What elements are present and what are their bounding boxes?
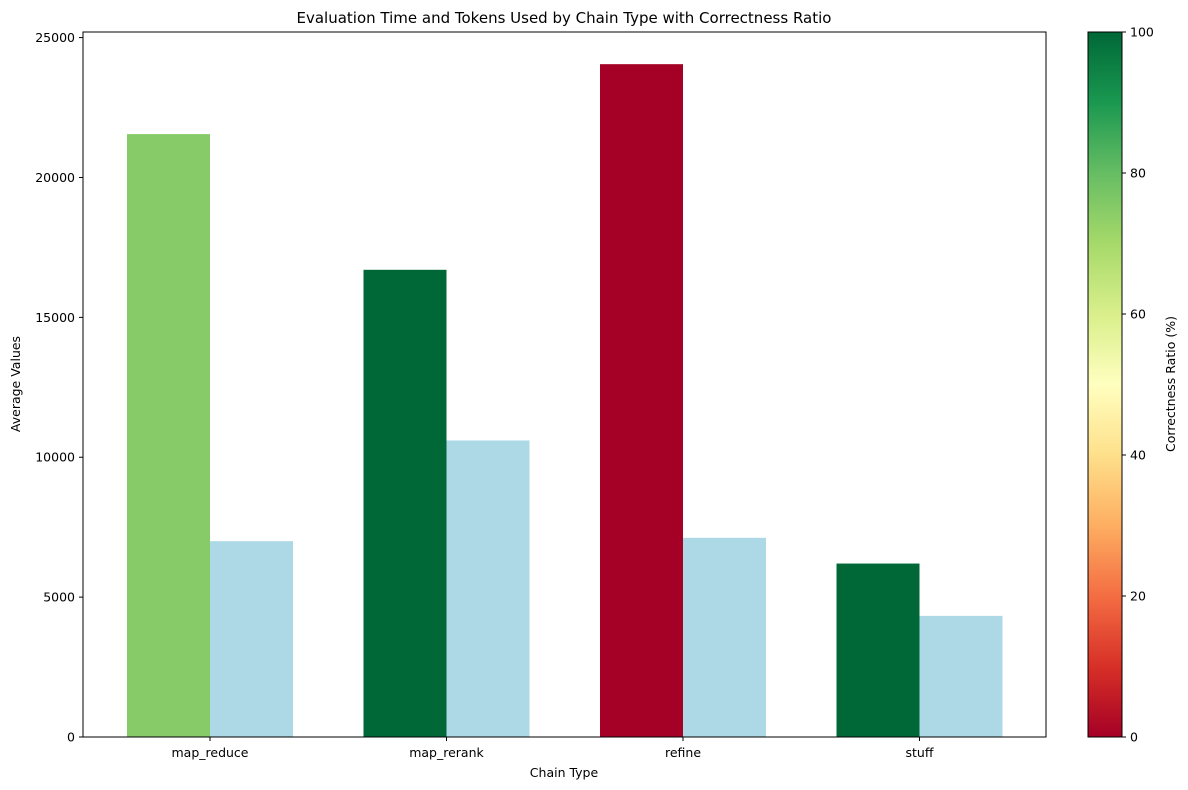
x-tick-label: map_reduce xyxy=(172,745,249,760)
bar-map_reduce-tokens xyxy=(210,541,293,737)
colorbar-tick-label: 0 xyxy=(1130,730,1138,745)
colorbar-label: Correctness Ratio (%) xyxy=(1163,316,1178,452)
colorbar-tick-label: 60 xyxy=(1130,307,1146,322)
colorbar-tick-label: 40 xyxy=(1130,448,1146,463)
bar-map_reduce-eval-time xyxy=(127,134,210,737)
y-axis: 0 5000 10000 15000 20000 25000 xyxy=(35,30,83,745)
colorbar-tick-label: 100 xyxy=(1130,25,1154,40)
bar-stuff-eval-time xyxy=(836,563,920,737)
x-axis: map_reduce map_rerank refine stuff xyxy=(172,737,934,760)
colorbar-tick-label: 20 xyxy=(1130,589,1146,604)
y-tick-label: 20000 xyxy=(35,170,75,185)
colorbar-tick-label: 80 xyxy=(1130,166,1146,181)
bar-refine-eval-time xyxy=(600,64,683,738)
y-tick-label: 0 xyxy=(67,730,75,745)
bar-map_rerank-tokens xyxy=(446,440,530,737)
y-tick-label: 10000 xyxy=(35,450,75,465)
chart-title: Evaluation Time and Tokens Used by Chain… xyxy=(297,9,832,27)
y-tick-label: 15000 xyxy=(35,310,75,325)
y-tick-label: 5000 xyxy=(43,590,75,605)
y-tick-label: 25000 xyxy=(35,30,75,45)
bar-stuff-tokens xyxy=(919,615,1003,737)
y-axis-label: Average Values xyxy=(8,336,23,432)
colorbar-gradient xyxy=(1087,31,1123,738)
colorbar-ticks: 0 20 40 60 80 100 xyxy=(1122,25,1154,745)
bars-group xyxy=(127,64,1003,738)
bar-refine-tokens xyxy=(683,537,766,737)
x-tick-label: refine xyxy=(665,745,701,760)
plot-frame xyxy=(82,31,1047,738)
x-axis-label: Chain Type xyxy=(530,765,599,780)
x-tick-label: stuff xyxy=(906,745,934,760)
bar-map_rerank-eval-time xyxy=(363,269,447,737)
colorbar: 0 20 40 60 80 100 Correctness Ratio (%) xyxy=(1087,25,1178,745)
x-tick-label: map_rerank xyxy=(409,745,484,760)
